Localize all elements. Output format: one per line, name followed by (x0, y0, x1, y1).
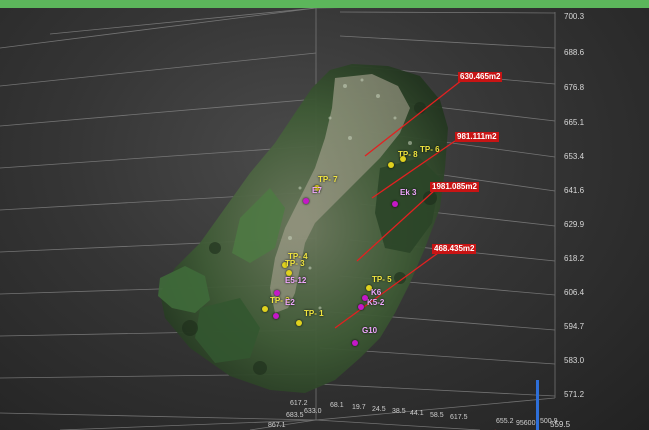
z-tick: 653.4 (564, 152, 585, 161)
k5-2-marker[interactable] (358, 304, 364, 310)
x-tick: 683.5 (286, 412, 304, 419)
point-cloud (158, 64, 448, 393)
z-tick: 641.6 (564, 186, 585, 195)
e7-label[interactable]: E7 (312, 186, 322, 195)
x-tick: 58.5 (430, 412, 444, 419)
z-tick: 629.9 (564, 220, 585, 229)
g10-label[interactable]: G10 (362, 326, 378, 335)
ek3-marker[interactable] (392, 201, 398, 207)
tp-7-label[interactable]: TP- 7 (318, 175, 338, 184)
z-tick: 665.1 (564, 118, 585, 127)
z-tick: 618.2 (564, 254, 585, 263)
area-label-3[interactable]: 1981.085m2 (430, 182, 479, 192)
e2-label[interactable]: E2 (285, 298, 295, 307)
title-bar-accent (0, 0, 649, 8)
area-label-2[interactable]: 981.111m2 (455, 132, 499, 142)
x-tick: 68.1 (330, 402, 344, 409)
e2-marker[interactable] (273, 313, 279, 319)
x-tick: 38.5 (392, 408, 406, 415)
area-leader-lines (334, 79, 463, 329)
area-label-1[interactable]: 630.465m2 (458, 72, 503, 82)
x-tick: 617.5 (450, 414, 468, 421)
z-tick: 559.5 (550, 420, 571, 429)
k6-marker[interactable] (362, 295, 368, 301)
x-tick: 633.0 (304, 408, 322, 415)
z-tick: 583.0 (564, 356, 585, 365)
tp-2-label[interactable]: TP- 2 (270, 296, 290, 305)
z-tick: 688.6 (564, 48, 585, 57)
z-tick: 606.4 (564, 288, 585, 297)
z-tick: 676.8 (564, 83, 585, 92)
tp-2-marker[interactable] (262, 306, 268, 312)
x-tick: 19.7 (352, 404, 366, 411)
tp-4-marker[interactable] (282, 262, 288, 268)
z-tick: 594.7 (564, 322, 585, 331)
tp-3-label[interactable]: TP- 3 (285, 259, 305, 268)
z-tick: 700.3 (564, 12, 585, 21)
tp-6-label[interactable]: TP- 6 (420, 145, 440, 154)
point-cloud-viewport[interactable]: 630.465m2 981.111m2 1981.085m2 468.435m2… (0, 8, 649, 430)
x-tick: 44.1 (410, 410, 424, 417)
tp-8-label[interactable]: TP- 8 (398, 150, 418, 159)
z-axis-indicator (536, 380, 539, 430)
x-tick: 867.1 (268, 422, 286, 429)
tp-7-marker[interactable] (314, 185, 320, 191)
area-label-4[interactable]: 468.435m2 (432, 244, 477, 254)
x-tick: 500.9 (540, 418, 558, 425)
g10-marker[interactable] (352, 340, 358, 346)
tp-3-marker[interactable] (286, 270, 292, 276)
tp-1-marker[interactable] (296, 320, 302, 326)
x-tick: 617.2 (290, 400, 308, 407)
x-tick: 24.5 (372, 406, 386, 413)
tp-6-marker[interactable] (400, 156, 406, 162)
k6-label[interactable]: K6 (371, 288, 382, 297)
x-tick: 655.2 (496, 418, 514, 425)
tp-5-label[interactable]: TP- 5 (372, 275, 392, 284)
x-tick: 95600 (516, 420, 536, 427)
tp-8-marker[interactable] (388, 162, 394, 168)
e5-12-label[interactable]: E5-12 (285, 276, 307, 285)
e7-marker[interactable] (303, 198, 309, 204)
ek3-label[interactable]: Ek 3 (400, 188, 417, 197)
tp-1-label[interactable]: TP- 1 (304, 309, 324, 318)
scene-svg (0, 8, 556, 430)
tp-5-marker[interactable] (366, 285, 372, 291)
tp-4-label[interactable]: TP- 4 (288, 252, 308, 261)
z-tick: 571.2 (564, 390, 585, 399)
e5-12-marker[interactable] (274, 290, 280, 296)
k5-2-label[interactable]: K5-2 (367, 298, 385, 307)
